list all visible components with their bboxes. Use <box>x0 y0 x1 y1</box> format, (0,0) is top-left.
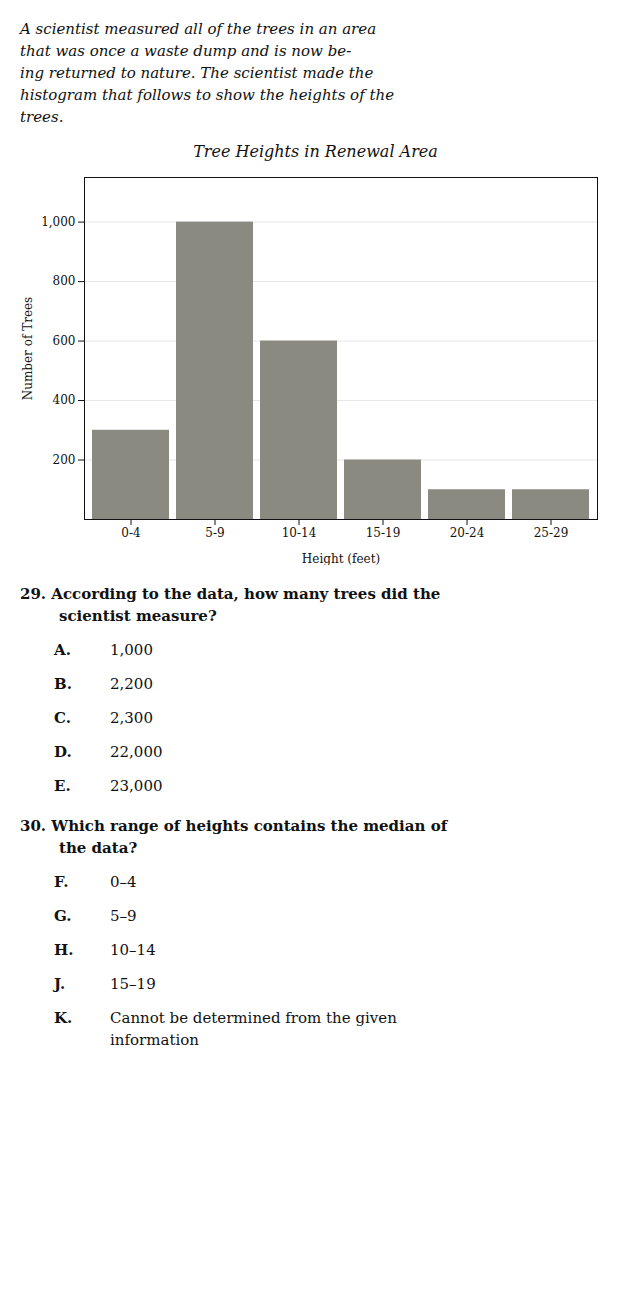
svg-text:5-9: 5-9 <box>205 526 224 540</box>
html-text:E.: E. <box>54 777 71 795</box>
html-text:D.: D. <box>54 743 72 761</box>
html-text:2,200: 2,200 <box>110 675 153 693</box>
html-text:Tree Heights in Renewal Area: Tree Heights in Renewal Area <box>193 142 438 161</box>
svg-text:15-19: 15-19 <box>366 526 401 540</box>
html-text:C.: C. <box>54 709 71 727</box>
svg-text:1,000: 1,000 <box>41 215 75 229</box>
html-text:H.: H. <box>54 941 74 959</box>
html-text:23,000: 23,000 <box>110 777 163 795</box>
html-text:30. Which range of heights con: 30. Which range of heights contains the … <box>20 817 448 835</box>
html-text:1,000: 1,000 <box>110 641 153 659</box>
html-text:histogram that follows to show: histogram that follows to show the heigh… <box>20 86 394 104</box>
html-text:B.: B. <box>54 675 72 693</box>
html-text:10–14: 10–14 <box>110 941 156 959</box>
svg-text:20-24: 20-24 <box>450 526 485 540</box>
html-text:22,000: 22,000 <box>110 743 163 761</box>
svg-text:400: 400 <box>53 393 76 407</box>
html-text:15–19: 15–19 <box>110 975 156 993</box>
svg-text:Number of Trees: Number of Trees <box>21 297 35 401</box>
html-text:F.: F. <box>54 873 69 891</box>
html-text:J.: J. <box>54 975 66 993</box>
html-text:A.: A. <box>54 641 71 659</box>
svg-text:600: 600 <box>53 334 76 348</box>
svg-text:0-4: 0-4 <box>121 526 141 540</box>
html-text:ing returned to nature. The sc: ing returned to nature. The scientist ma… <box>20 64 374 82</box>
html-text:2,300: 2,300 <box>110 709 153 727</box>
html-text:A scientist measured all of th: A scientist measured all of the trees in… <box>20 20 377 38</box>
svg-text:800: 800 <box>53 274 76 288</box>
svg-text:200: 200 <box>53 453 76 467</box>
html-text:scientist measure?: scientist measure? <box>59 607 217 625</box>
html-text:29. According to the data, how: 29. According to the data, how many tree… <box>20 585 441 603</box>
html-text:0–4: 0–4 <box>110 873 137 891</box>
svg-text:25-29: 25-29 <box>534 526 569 540</box>
svg-text:10-14: 10-14 <box>282 526 317 540</box>
html-text:G.: G. <box>54 907 72 925</box>
html-text:the data?: the data? <box>59 839 138 857</box>
html-text:5–9: 5–9 <box>110 907 137 925</box>
html-text:information: information <box>110 1031 199 1049</box>
html-text:that was once a waste dump and: that was once a waste dump and is now be… <box>20 42 352 60</box>
svg-text:Height (feet): Height (feet) <box>302 552 380 566</box>
html-text:trees.: trees. <box>20 108 64 126</box>
html-text:Cannot be determined from the: Cannot be determined from the given <box>110 1009 397 1027</box>
html-text:K.: K. <box>54 1009 73 1027</box>
